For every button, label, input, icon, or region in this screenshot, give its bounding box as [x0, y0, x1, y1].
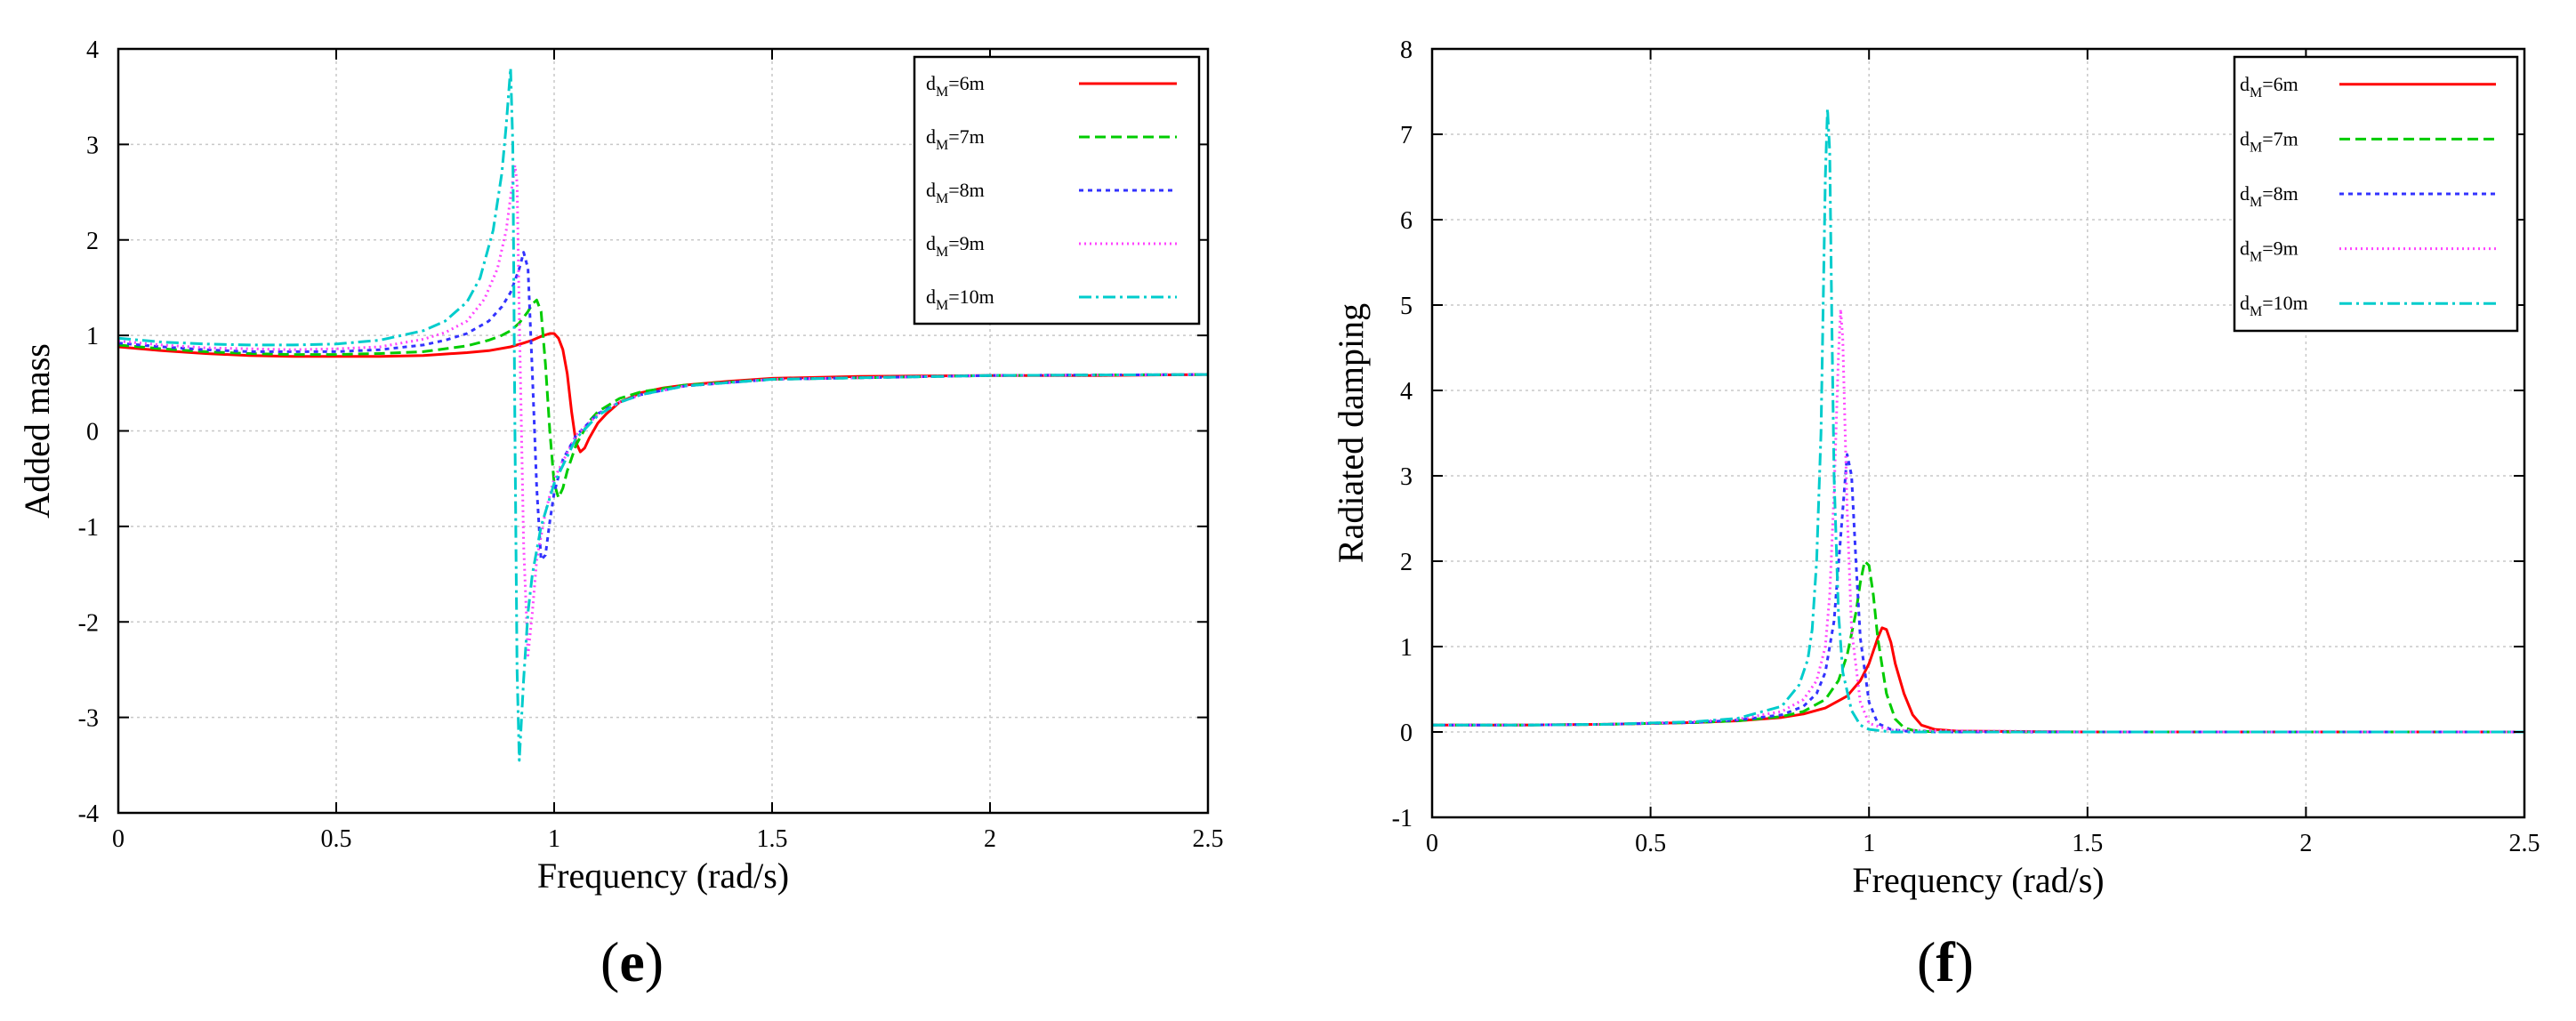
legend: dM=6m dM=7m dM=8m dM=9m dM=10m — [913, 55, 1201, 326]
panel-label-f: (f) — [1917, 930, 1974, 993]
y-tick-label: -1 — [1392, 805, 1413, 832]
y-tick-label: 3 — [1400, 463, 1413, 491]
y-tick-label: -4 — [78, 800, 99, 828]
plot-frame — [1430, 47, 2526, 819]
panel-label-e: (e) — [600, 930, 664, 993]
x-tick-label: 0.5 — [1635, 830, 1666, 857]
x-tick-label: 1.5 — [757, 825, 788, 853]
x-tick-label: 1 — [548, 825, 560, 853]
y-tick-label: -1 — [78, 514, 99, 542]
series-line-9m — [1432, 308, 2524, 734]
x-tick-label: 0.5 — [321, 825, 352, 853]
grid — [118, 49, 1208, 813]
x-tick-label: 2.5 — [2509, 830, 2540, 857]
y-tick-label: 5 — [1400, 293, 1413, 320]
y-tick-label: 1 — [86, 323, 99, 350]
y-tick-label: 4 — [1400, 378, 1413, 406]
y-tick-label: 7 — [1400, 122, 1413, 149]
x-tick-label: 0 — [1426, 830, 1438, 857]
series-group — [1432, 107, 2524, 734]
ticks: 0 0.5 1 1.5 2 2.5 -4 -3 -2 -1 0 1 2 3 4 — [78, 36, 1224, 853]
series-line-7m — [1432, 559, 2524, 734]
series-line-8m — [1432, 453, 2524, 734]
y-tick-label: 4 — [86, 36, 99, 64]
x-axis-title: Frequency (rad/s) — [537, 856, 789, 896]
series-line-10m — [118, 67, 1208, 762]
x-tick-label: 1 — [1863, 830, 1875, 857]
y-tick-label: 1 — [1400, 634, 1413, 662]
legend: dM=6m dM=7m dM=8m dM=9m dM=10m — [2233, 55, 2519, 333]
legend-label: dM=10m — [2240, 292, 2308, 319]
y-tick-label: 8 — [1400, 36, 1413, 64]
legend-label: dM=6m — [926, 72, 985, 100]
x-tick-label: 2 — [984, 825, 996, 853]
y-tick-label: 2 — [1400, 549, 1413, 576]
y-tick-label: 6 — [1400, 207, 1413, 235]
ticks: 0 0.5 1 1.5 2 2.5 -1 0 1 2 3 4 5 6 7 8 — [1392, 36, 2540, 857]
series-group — [118, 67, 1208, 762]
y-axis-title: Added mass — [17, 343, 57, 519]
x-tick-label: 2.5 — [1193, 825, 1224, 853]
x-tick-label: 0 — [112, 825, 125, 853]
legend-label: dM=9m — [2240, 237, 2298, 265]
series-line-6m — [1432, 626, 2524, 734]
x-axis-title: Frequency (rad/s) — [1852, 860, 2104, 900]
y-tick-label: -3 — [78, 705, 99, 733]
legend-label: dM=7m — [926, 125, 985, 153]
y-tick-label: 0 — [86, 419, 99, 446]
legend-label: dM=6m — [2240, 73, 2298, 100]
series-line-9m — [118, 164, 1208, 657]
legend-label: dM=7m — [2240, 127, 2298, 155]
y-tick-label: -2 — [78, 609, 99, 637]
legend-label: dM=9m — [926, 232, 985, 260]
y-axis-title: Radiated damping — [1331, 303, 1371, 563]
y-tick-label: 3 — [86, 132, 99, 159]
y-tick-label: 0 — [1400, 720, 1413, 747]
y-tick-label: 2 — [86, 228, 99, 255]
series-line-7m — [118, 298, 1208, 500]
legend-label: dM=10m — [926, 285, 994, 313]
x-tick-label: 2 — [2299, 830, 2312, 857]
chart-added-mass: 0 0.5 1 1.5 2 2.5 -4 -3 -2 -1 0 1 2 3 4 Frequency (rad/… — [17, 36, 1224, 896]
chart-radiated-damping: 0 0.5 1 1.5 2 2.5 -1 0 1 2 3 4 5 6 7 8 Frequency (rad/s)… — [1331, 36, 2540, 900]
series-line-10m — [1432, 107, 2524, 734]
legend-label: dM=8m — [926, 179, 985, 206]
legend-label: dM=8m — [2240, 182, 2298, 210]
x-tick-label: 1.5 — [2072, 830, 2103, 857]
